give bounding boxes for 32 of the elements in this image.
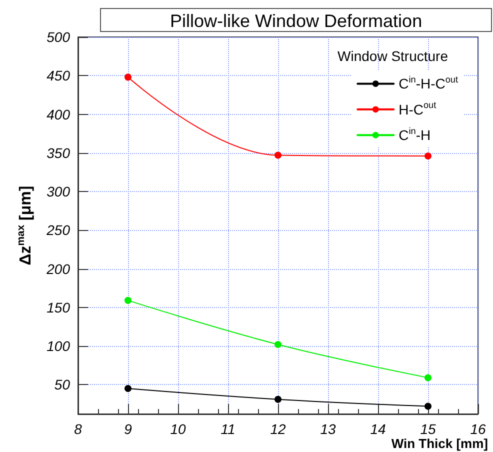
point <box>274 396 282 403</box>
x-tick-label: 12 <box>270 421 286 437</box>
x-axis-title: Win Thick [mm] <box>391 436 488 451</box>
x-tick-label: 9 <box>124 421 132 437</box>
y-tick-label: 450 <box>46 68 70 84</box>
y-tick-label: 50 <box>54 376 70 393</box>
point <box>424 402 432 410</box>
chart-title: Pillow-like Window Deformation <box>170 11 422 31</box>
x-tick-label: 10 <box>170 421 186 437</box>
x-tick-label: 15 <box>420 421 436 437</box>
x-tick-label: 16 <box>470 421 486 437</box>
y-axis-title: Δzmax [μm] <box>16 186 35 266</box>
y-tick-label: 300 <box>46 184 70 200</box>
y-tick-label: 350 <box>46 144 70 161</box>
x-tick-label: 11 <box>220 421 236 437</box>
y-tick-label: 250 <box>46 222 70 238</box>
point <box>424 374 432 382</box>
point <box>124 74 132 81</box>
point <box>274 152 282 159</box>
y-tick-label: 100 <box>46 338 70 354</box>
y-tick-label: 200 <box>46 260 70 277</box>
point <box>424 152 432 160</box>
legend-title: Window Structure <box>338 48 448 64</box>
x-tick-label: 14 <box>370 421 386 437</box>
point <box>124 296 132 304</box>
y-tick-label: 400 <box>46 106 70 122</box>
point <box>274 340 282 348</box>
x-tick-label: 13 <box>320 421 336 437</box>
y-tick-label: 500 <box>46 29 70 45</box>
point <box>124 385 132 392</box>
y-tick-label: 150 <box>46 299 70 316</box>
x-tick-label: 8 <box>74 421 82 437</box>
